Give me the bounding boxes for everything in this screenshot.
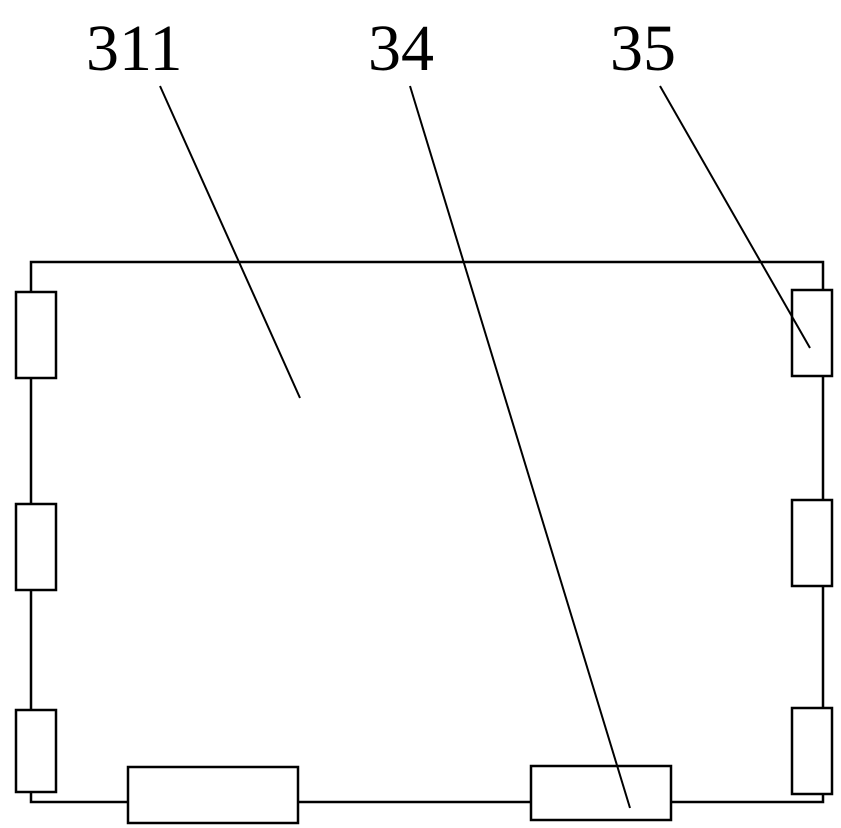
label-311: 311 [86,12,183,85]
diagram-canvas: 311 34 35 [0,0,841,828]
block-bottom-left [128,767,298,823]
block-left-mid [16,504,56,590]
block-right-mid [792,500,832,586]
block-right-bot [792,708,832,794]
block-right-top [792,290,832,376]
label-34: 34 [368,12,434,85]
block-left-top [16,292,56,378]
block-left-bot [16,710,56,792]
outer-frame [31,262,823,802]
block-bottom-right [531,766,671,820]
label-35: 35 [610,12,676,85]
